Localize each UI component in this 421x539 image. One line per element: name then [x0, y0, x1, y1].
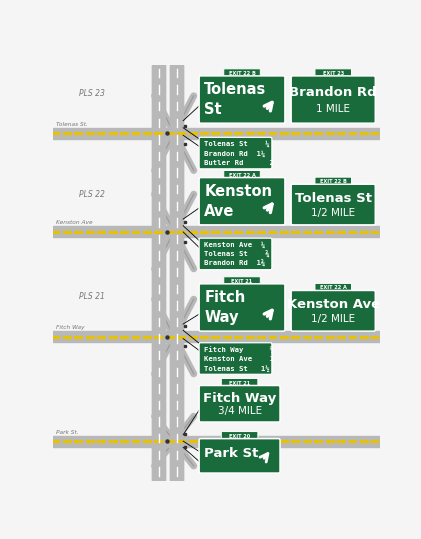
Text: 1/2 MILE: 1/2 MILE	[311, 208, 355, 218]
FancyBboxPatch shape	[224, 170, 260, 179]
Text: EXIT 20: EXIT 20	[229, 434, 250, 439]
Text: Tolenas St    ¼: Tolenas St ¼	[204, 141, 269, 147]
Text: Ave: Ave	[204, 204, 235, 219]
FancyBboxPatch shape	[199, 137, 272, 169]
FancyBboxPatch shape	[199, 439, 280, 473]
Text: Kenston Ave: Kenston Ave	[56, 220, 93, 225]
Text: EXIT 22 A: EXIT 22 A	[229, 172, 256, 177]
FancyBboxPatch shape	[291, 184, 375, 225]
FancyBboxPatch shape	[199, 177, 285, 225]
FancyBboxPatch shape	[315, 69, 352, 78]
Text: 1 MILE: 1 MILE	[316, 104, 350, 114]
Text: Kenston Ave    1: Kenston Ave 1	[204, 356, 274, 362]
Text: Tolenas St    ¾: Tolenas St ¾	[204, 251, 269, 258]
Text: Tolenas: Tolenas	[204, 82, 266, 97]
Text: Park St.: Park St.	[56, 430, 78, 434]
FancyBboxPatch shape	[224, 69, 260, 78]
Text: Kenston Ave  ¼: Kenston Ave ¼	[204, 242, 265, 248]
FancyBboxPatch shape	[224, 277, 260, 286]
Text: Tolenas St: Tolenas St	[295, 192, 372, 205]
Text: PLS 23: PLS 23	[79, 89, 105, 98]
Text: Brandon Rd  1¼: Brandon Rd 1¼	[204, 150, 265, 157]
FancyBboxPatch shape	[199, 238, 272, 270]
Text: PLS 21: PLS 21	[79, 292, 105, 301]
Text: EXIT 22 B: EXIT 22 B	[229, 71, 256, 76]
Text: Kenston: Kenston	[204, 184, 272, 198]
Text: Brandon Rd  1¾: Brandon Rd 1¾	[204, 260, 265, 267]
FancyBboxPatch shape	[315, 177, 352, 186]
FancyBboxPatch shape	[199, 385, 280, 422]
Text: EXIT 21: EXIT 21	[232, 279, 253, 284]
Text: Tolenas St   1½: Tolenas St 1½	[204, 365, 269, 372]
FancyBboxPatch shape	[291, 76, 375, 123]
Text: Fitch: Fitch	[204, 290, 245, 305]
Text: 3/4 MILE: 3/4 MILE	[218, 406, 261, 416]
Text: Kenston Ave: Kenston Ave	[287, 298, 380, 311]
Text: 1/2 MILE: 1/2 MILE	[311, 314, 355, 324]
FancyBboxPatch shape	[221, 432, 258, 441]
Text: Way: Way	[204, 310, 239, 325]
Text: Fitch Way: Fitch Way	[56, 325, 85, 330]
Text: St: St	[204, 102, 222, 117]
FancyBboxPatch shape	[315, 284, 352, 293]
Text: Tolenas St.: Tolenas St.	[56, 122, 88, 127]
Text: EXIT 22 B: EXIT 22 B	[320, 179, 346, 184]
Text: Fitch Way: Fitch Way	[203, 392, 276, 405]
Text: Brandon Rd: Brandon Rd	[289, 86, 377, 99]
FancyBboxPatch shape	[199, 76, 285, 123]
Text: EXIT 23: EXIT 23	[322, 71, 344, 76]
Text: EXIT 21: EXIT 21	[229, 381, 250, 385]
Text: Fitch Way      ½: Fitch Way ½	[204, 346, 274, 353]
Text: Park St: Park St	[204, 447, 259, 460]
FancyBboxPatch shape	[199, 343, 272, 374]
Text: EXIT 22 A: EXIT 22 A	[320, 286, 346, 291]
FancyBboxPatch shape	[221, 378, 258, 388]
FancyBboxPatch shape	[199, 284, 285, 331]
Text: PLS 22: PLS 22	[79, 190, 105, 199]
FancyBboxPatch shape	[291, 291, 375, 331]
Text: Butler Rd      2: Butler Rd 2	[204, 160, 274, 166]
